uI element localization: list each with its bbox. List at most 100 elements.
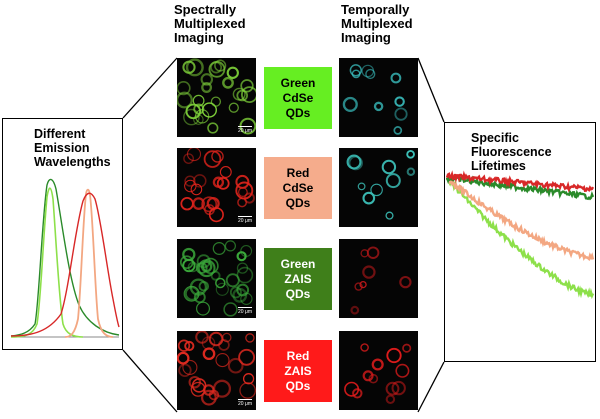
right-connector-top xyxy=(417,57,445,123)
lifetime-panel: Specific Fluorescence Lifetimes xyxy=(444,122,596,362)
emission-panel-title: Different Emission Wavelengths xyxy=(34,127,111,169)
cell xyxy=(342,96,358,112)
cell xyxy=(196,301,211,316)
cell xyxy=(193,114,204,125)
cell xyxy=(228,102,239,113)
temporal-imaging-heading: Temporally Multiplexed Imaging xyxy=(341,2,413,45)
cell xyxy=(223,302,238,317)
label-red-cdse-qds: Red CdSe QDs xyxy=(264,157,332,219)
cell xyxy=(215,282,229,296)
cell xyxy=(207,122,219,134)
cell xyxy=(236,266,254,284)
cell xyxy=(183,153,195,165)
cell xyxy=(177,351,190,365)
cell xyxy=(354,282,363,291)
spectral-image-green-cdse: 20 μm xyxy=(177,58,256,137)
cell xyxy=(177,339,191,352)
cell xyxy=(226,66,239,79)
cell xyxy=(201,82,213,93)
cell xyxy=(185,103,202,120)
cell xyxy=(227,357,244,374)
cell xyxy=(236,262,249,274)
lifetime-decay-plot xyxy=(445,170,595,300)
cell xyxy=(183,108,200,126)
cell xyxy=(391,380,406,396)
cell xyxy=(370,183,383,197)
cell xyxy=(365,68,376,80)
emission-curve-peach xyxy=(64,188,114,338)
cell xyxy=(373,101,384,112)
cell xyxy=(202,347,216,361)
cell xyxy=(344,381,360,397)
cell xyxy=(222,76,234,89)
cell xyxy=(385,394,396,405)
cell xyxy=(201,102,218,118)
cell xyxy=(177,91,193,109)
cell xyxy=(180,197,194,211)
cell xyxy=(208,207,224,223)
cell xyxy=(361,64,375,78)
cells-temporal-3 xyxy=(350,246,412,315)
cell xyxy=(219,166,232,178)
cells-temporal-4 xyxy=(344,343,412,405)
spectral-imaging-heading: Spectrally Multiplexed Imaging xyxy=(174,2,246,45)
cell xyxy=(188,375,202,389)
cells-temporal-1 xyxy=(342,64,408,135)
decay-trace-green-zais xyxy=(445,174,595,201)
cell xyxy=(371,358,384,371)
cell xyxy=(239,382,256,399)
spectral-image-red-cdse: 20 μm xyxy=(177,148,256,227)
cell xyxy=(245,333,255,343)
label-red-zais-qds: Red ZAIS QDs xyxy=(264,340,332,402)
cell xyxy=(203,150,222,168)
cell xyxy=(241,86,256,103)
emission-curve-dark-green xyxy=(10,178,120,337)
cell xyxy=(210,61,223,74)
cell xyxy=(186,148,202,162)
cell xyxy=(216,177,230,190)
right-connector-bottom xyxy=(417,361,445,413)
temporal-image-green-zais xyxy=(339,239,418,318)
cell xyxy=(184,285,200,302)
left-connector-bottom xyxy=(122,349,178,413)
cell xyxy=(218,339,230,351)
label-green-cdse-qds: Green CdSe QDs xyxy=(264,67,332,129)
cell xyxy=(346,154,362,170)
cell xyxy=(352,388,363,399)
cell xyxy=(362,370,374,382)
temporal-image-green-cdse xyxy=(339,58,418,137)
cell xyxy=(178,363,192,378)
cell xyxy=(240,245,253,257)
cell xyxy=(201,196,218,213)
cell xyxy=(200,389,217,406)
cell xyxy=(386,347,402,364)
cell xyxy=(182,60,196,74)
cell xyxy=(177,81,191,96)
cell xyxy=(182,247,196,262)
cells-red-cdse xyxy=(180,148,255,223)
cell xyxy=(394,96,405,107)
cell xyxy=(349,64,362,77)
cell xyxy=(351,69,361,79)
cell xyxy=(212,241,226,256)
lifetime-panel-title: Specific Fluorescence Lifetimes xyxy=(471,131,552,173)
cell xyxy=(224,240,237,252)
temporal-image-red-cdse xyxy=(339,148,418,227)
cell xyxy=(359,280,367,289)
cell xyxy=(193,291,206,304)
decay-trace-red-cdse xyxy=(445,174,595,262)
cell xyxy=(190,183,203,196)
cell xyxy=(212,379,232,398)
cells-red-zais xyxy=(177,331,256,406)
emission-spectra-panel: Different Emission Wavelengths xyxy=(2,118,123,350)
cell xyxy=(381,159,397,175)
cells-green-cdse xyxy=(177,58,256,135)
cell xyxy=(348,155,363,171)
left-connector-top xyxy=(122,57,178,119)
cell xyxy=(215,277,226,289)
cell xyxy=(202,257,219,274)
cell xyxy=(184,340,195,352)
cell xyxy=(385,173,401,189)
scale-bar: 20 μm xyxy=(238,126,252,134)
